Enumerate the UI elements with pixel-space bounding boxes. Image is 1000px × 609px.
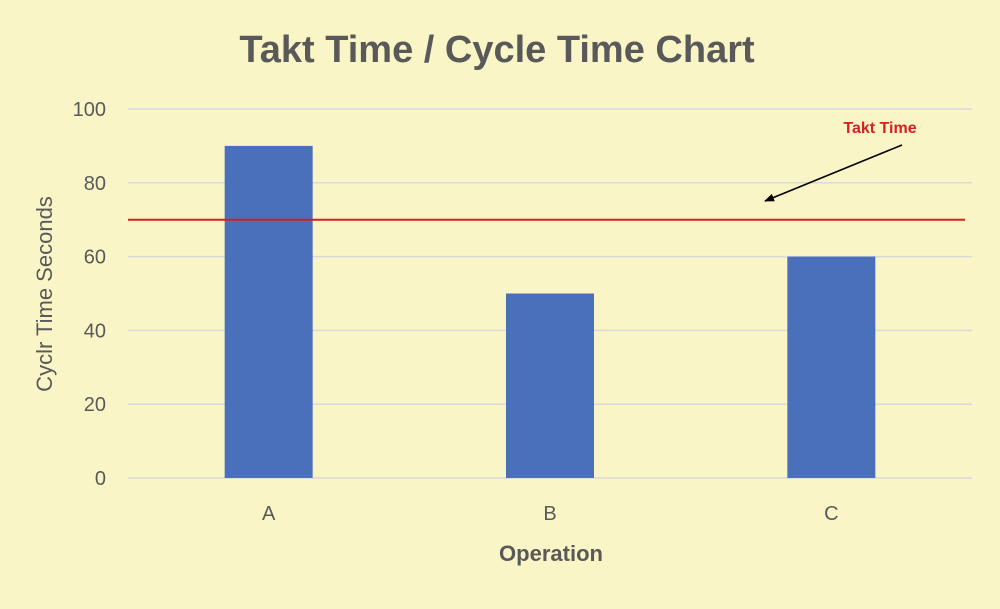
y-tick-label: 0 <box>95 468 106 490</box>
bar-a <box>224 145 313 478</box>
bar-b <box>506 293 594 478</box>
takt-time-arrow <box>764 144 903 202</box>
bar-c <box>787 256 876 478</box>
y-axis-title: Cyclr Time Seconds <box>32 196 57 392</box>
y-tick-label: 100 <box>73 99 106 121</box>
takt-time-label: Takt Time <box>843 120 916 137</box>
y-axis-ticks: 0 20 40 60 80 100 <box>73 99 106 490</box>
y-tick-label: 80 <box>84 173 106 195</box>
y-tick-label: 40 <box>84 320 106 342</box>
x-axis-title: Operation <box>499 541 603 566</box>
y-tick-label: 20 <box>84 394 106 416</box>
x-tick-label: A <box>262 503 276 525</box>
x-tick-label: C <box>824 503 838 525</box>
x-tick-label: B <box>543 503 556 525</box>
chart-title: Takt Time / Cycle Time Chart <box>239 29 755 71</box>
x-axis-ticks: A B C <box>262 503 839 525</box>
y-tick-label: 60 <box>84 247 106 269</box>
bars <box>224 145 876 478</box>
